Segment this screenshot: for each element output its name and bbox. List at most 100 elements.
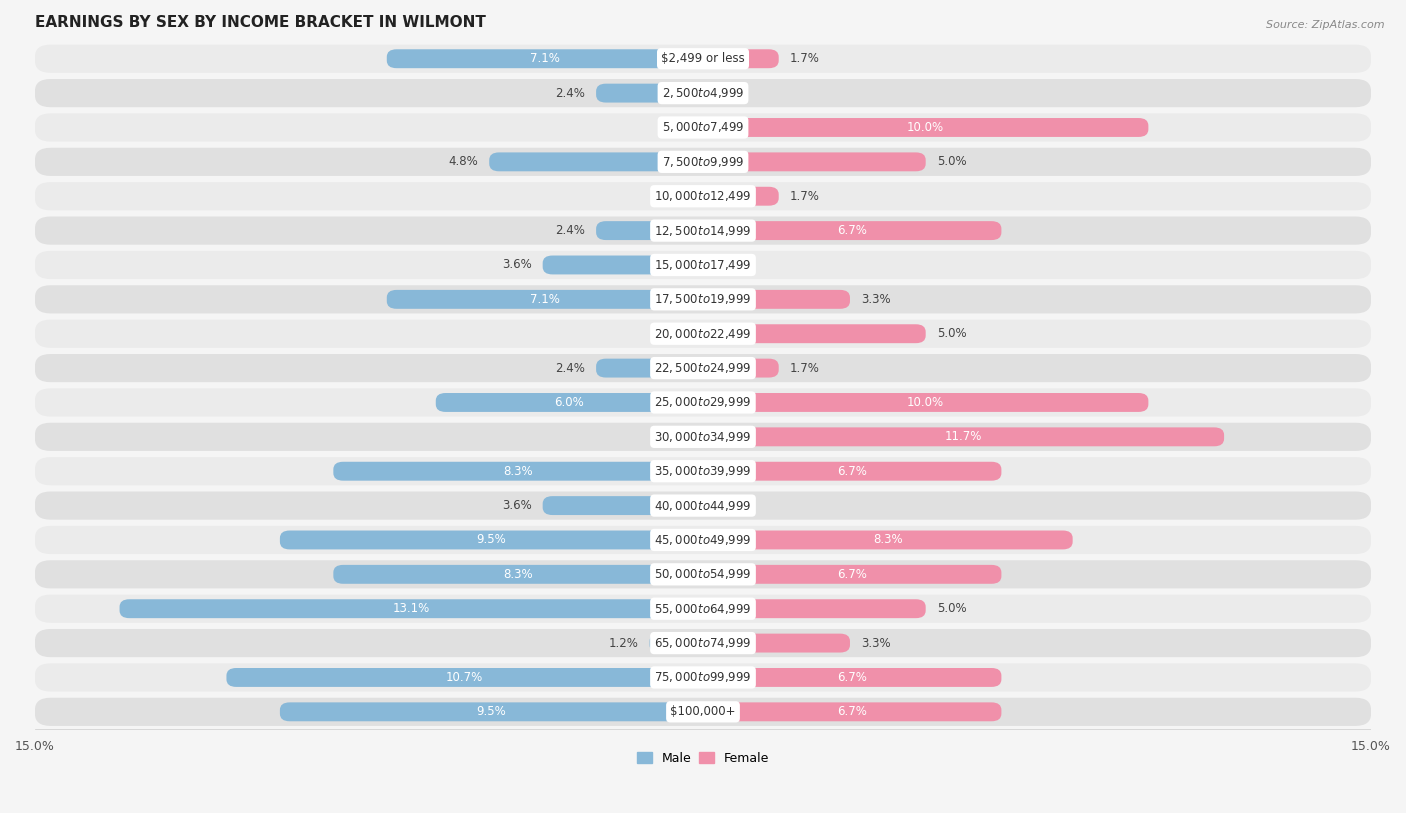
- Text: $55,000 to $64,999: $55,000 to $64,999: [654, 602, 752, 615]
- Text: EARNINGS BY SEX BY INCOME BRACKET IN WILMONT: EARNINGS BY SEX BY INCOME BRACKET IN WIL…: [35, 15, 486, 30]
- Text: 0.0%: 0.0%: [662, 327, 692, 340]
- Text: $45,000 to $49,999: $45,000 to $49,999: [654, 533, 752, 547]
- Text: $22,500 to $24,999: $22,500 to $24,999: [654, 361, 752, 375]
- Text: $65,000 to $74,999: $65,000 to $74,999: [654, 636, 752, 650]
- Legend: Male, Female: Male, Female: [631, 746, 775, 770]
- Text: $25,000 to $29,999: $25,000 to $29,999: [654, 395, 752, 410]
- Text: 6.7%: 6.7%: [837, 706, 868, 719]
- Text: 7.1%: 7.1%: [530, 52, 560, 65]
- FancyBboxPatch shape: [703, 50, 779, 68]
- Text: 1.7%: 1.7%: [790, 52, 820, 65]
- FancyBboxPatch shape: [35, 148, 1371, 176]
- Text: 2.4%: 2.4%: [555, 224, 585, 237]
- FancyBboxPatch shape: [35, 526, 1371, 554]
- Text: 1.7%: 1.7%: [790, 362, 820, 375]
- Text: $35,000 to $39,999: $35,000 to $39,999: [654, 464, 752, 478]
- Text: 8.3%: 8.3%: [503, 465, 533, 478]
- Text: 7.1%: 7.1%: [530, 293, 560, 306]
- Text: 10.0%: 10.0%: [907, 396, 945, 409]
- FancyBboxPatch shape: [543, 255, 703, 275]
- Text: 5.0%: 5.0%: [936, 155, 966, 168]
- Text: 9.5%: 9.5%: [477, 706, 506, 719]
- FancyBboxPatch shape: [703, 118, 1149, 137]
- Text: 6.7%: 6.7%: [837, 224, 868, 237]
- Text: $2,500 to $4,999: $2,500 to $4,999: [662, 86, 744, 100]
- FancyBboxPatch shape: [703, 565, 1001, 584]
- FancyBboxPatch shape: [543, 496, 703, 515]
- Text: $7,500 to $9,999: $7,500 to $9,999: [662, 154, 744, 169]
- FancyBboxPatch shape: [35, 285, 1371, 314]
- Text: 0.0%: 0.0%: [714, 87, 744, 100]
- Text: 0.0%: 0.0%: [714, 499, 744, 512]
- FancyBboxPatch shape: [35, 629, 1371, 657]
- FancyBboxPatch shape: [650, 633, 703, 653]
- FancyBboxPatch shape: [596, 221, 703, 240]
- FancyBboxPatch shape: [333, 462, 703, 480]
- Text: $2,499 or less: $2,499 or less: [661, 52, 745, 65]
- Text: Source: ZipAtlas.com: Source: ZipAtlas.com: [1267, 20, 1385, 30]
- FancyBboxPatch shape: [35, 45, 1371, 73]
- FancyBboxPatch shape: [35, 320, 1371, 348]
- Text: 6.7%: 6.7%: [837, 671, 868, 684]
- FancyBboxPatch shape: [596, 84, 703, 102]
- Text: 0.0%: 0.0%: [714, 259, 744, 272]
- Text: $30,000 to $34,999: $30,000 to $34,999: [654, 430, 752, 444]
- Text: $40,000 to $44,999: $40,000 to $44,999: [654, 498, 752, 512]
- Text: 11.7%: 11.7%: [945, 430, 983, 443]
- Text: $5,000 to $7,499: $5,000 to $7,499: [662, 120, 744, 134]
- Text: 5.0%: 5.0%: [936, 327, 966, 340]
- Text: 3.3%: 3.3%: [860, 637, 891, 650]
- FancyBboxPatch shape: [387, 290, 703, 309]
- FancyBboxPatch shape: [703, 428, 1225, 446]
- Text: $12,500 to $14,999: $12,500 to $14,999: [654, 224, 752, 237]
- FancyBboxPatch shape: [703, 221, 1001, 240]
- Text: $15,000 to $17,499: $15,000 to $17,499: [654, 258, 752, 272]
- FancyBboxPatch shape: [436, 393, 703, 412]
- Text: $17,500 to $19,999: $17,500 to $19,999: [654, 293, 752, 307]
- Text: $100,000+: $100,000+: [671, 706, 735, 719]
- Text: $20,000 to $22,499: $20,000 to $22,499: [654, 327, 752, 341]
- Text: 1.7%: 1.7%: [790, 189, 820, 202]
- Text: 0.0%: 0.0%: [662, 121, 692, 134]
- FancyBboxPatch shape: [35, 389, 1371, 416]
- FancyBboxPatch shape: [35, 698, 1371, 726]
- Text: 13.1%: 13.1%: [392, 602, 430, 615]
- FancyBboxPatch shape: [703, 324, 925, 343]
- Text: 0.0%: 0.0%: [662, 189, 692, 202]
- Text: $50,000 to $54,999: $50,000 to $54,999: [654, 567, 752, 581]
- Text: $75,000 to $99,999: $75,000 to $99,999: [654, 671, 752, 685]
- Text: 6.0%: 6.0%: [554, 396, 585, 409]
- Text: 5.0%: 5.0%: [936, 602, 966, 615]
- FancyBboxPatch shape: [35, 216, 1371, 245]
- FancyBboxPatch shape: [703, 668, 1001, 687]
- FancyBboxPatch shape: [35, 354, 1371, 382]
- FancyBboxPatch shape: [280, 702, 703, 721]
- Text: 9.5%: 9.5%: [477, 533, 506, 546]
- FancyBboxPatch shape: [35, 251, 1371, 279]
- FancyBboxPatch shape: [703, 599, 925, 618]
- Text: $10,000 to $12,499: $10,000 to $12,499: [654, 189, 752, 203]
- FancyBboxPatch shape: [703, 393, 1149, 412]
- FancyBboxPatch shape: [35, 182, 1371, 211]
- FancyBboxPatch shape: [35, 423, 1371, 451]
- Text: 6.7%: 6.7%: [837, 465, 868, 478]
- Text: 2.4%: 2.4%: [555, 362, 585, 375]
- FancyBboxPatch shape: [703, 152, 925, 172]
- FancyBboxPatch shape: [226, 668, 703, 687]
- FancyBboxPatch shape: [35, 663, 1371, 692]
- FancyBboxPatch shape: [280, 531, 703, 550]
- Text: 3.3%: 3.3%: [860, 293, 891, 306]
- FancyBboxPatch shape: [703, 462, 1001, 480]
- Text: 3.6%: 3.6%: [502, 499, 531, 512]
- FancyBboxPatch shape: [387, 50, 703, 68]
- FancyBboxPatch shape: [703, 633, 851, 653]
- FancyBboxPatch shape: [703, 531, 1073, 550]
- Text: 4.8%: 4.8%: [449, 155, 478, 168]
- FancyBboxPatch shape: [703, 290, 851, 309]
- Text: 0.0%: 0.0%: [662, 430, 692, 443]
- FancyBboxPatch shape: [703, 187, 779, 206]
- Text: 2.4%: 2.4%: [555, 87, 585, 100]
- Text: 8.3%: 8.3%: [873, 533, 903, 546]
- FancyBboxPatch shape: [333, 565, 703, 584]
- FancyBboxPatch shape: [703, 702, 1001, 721]
